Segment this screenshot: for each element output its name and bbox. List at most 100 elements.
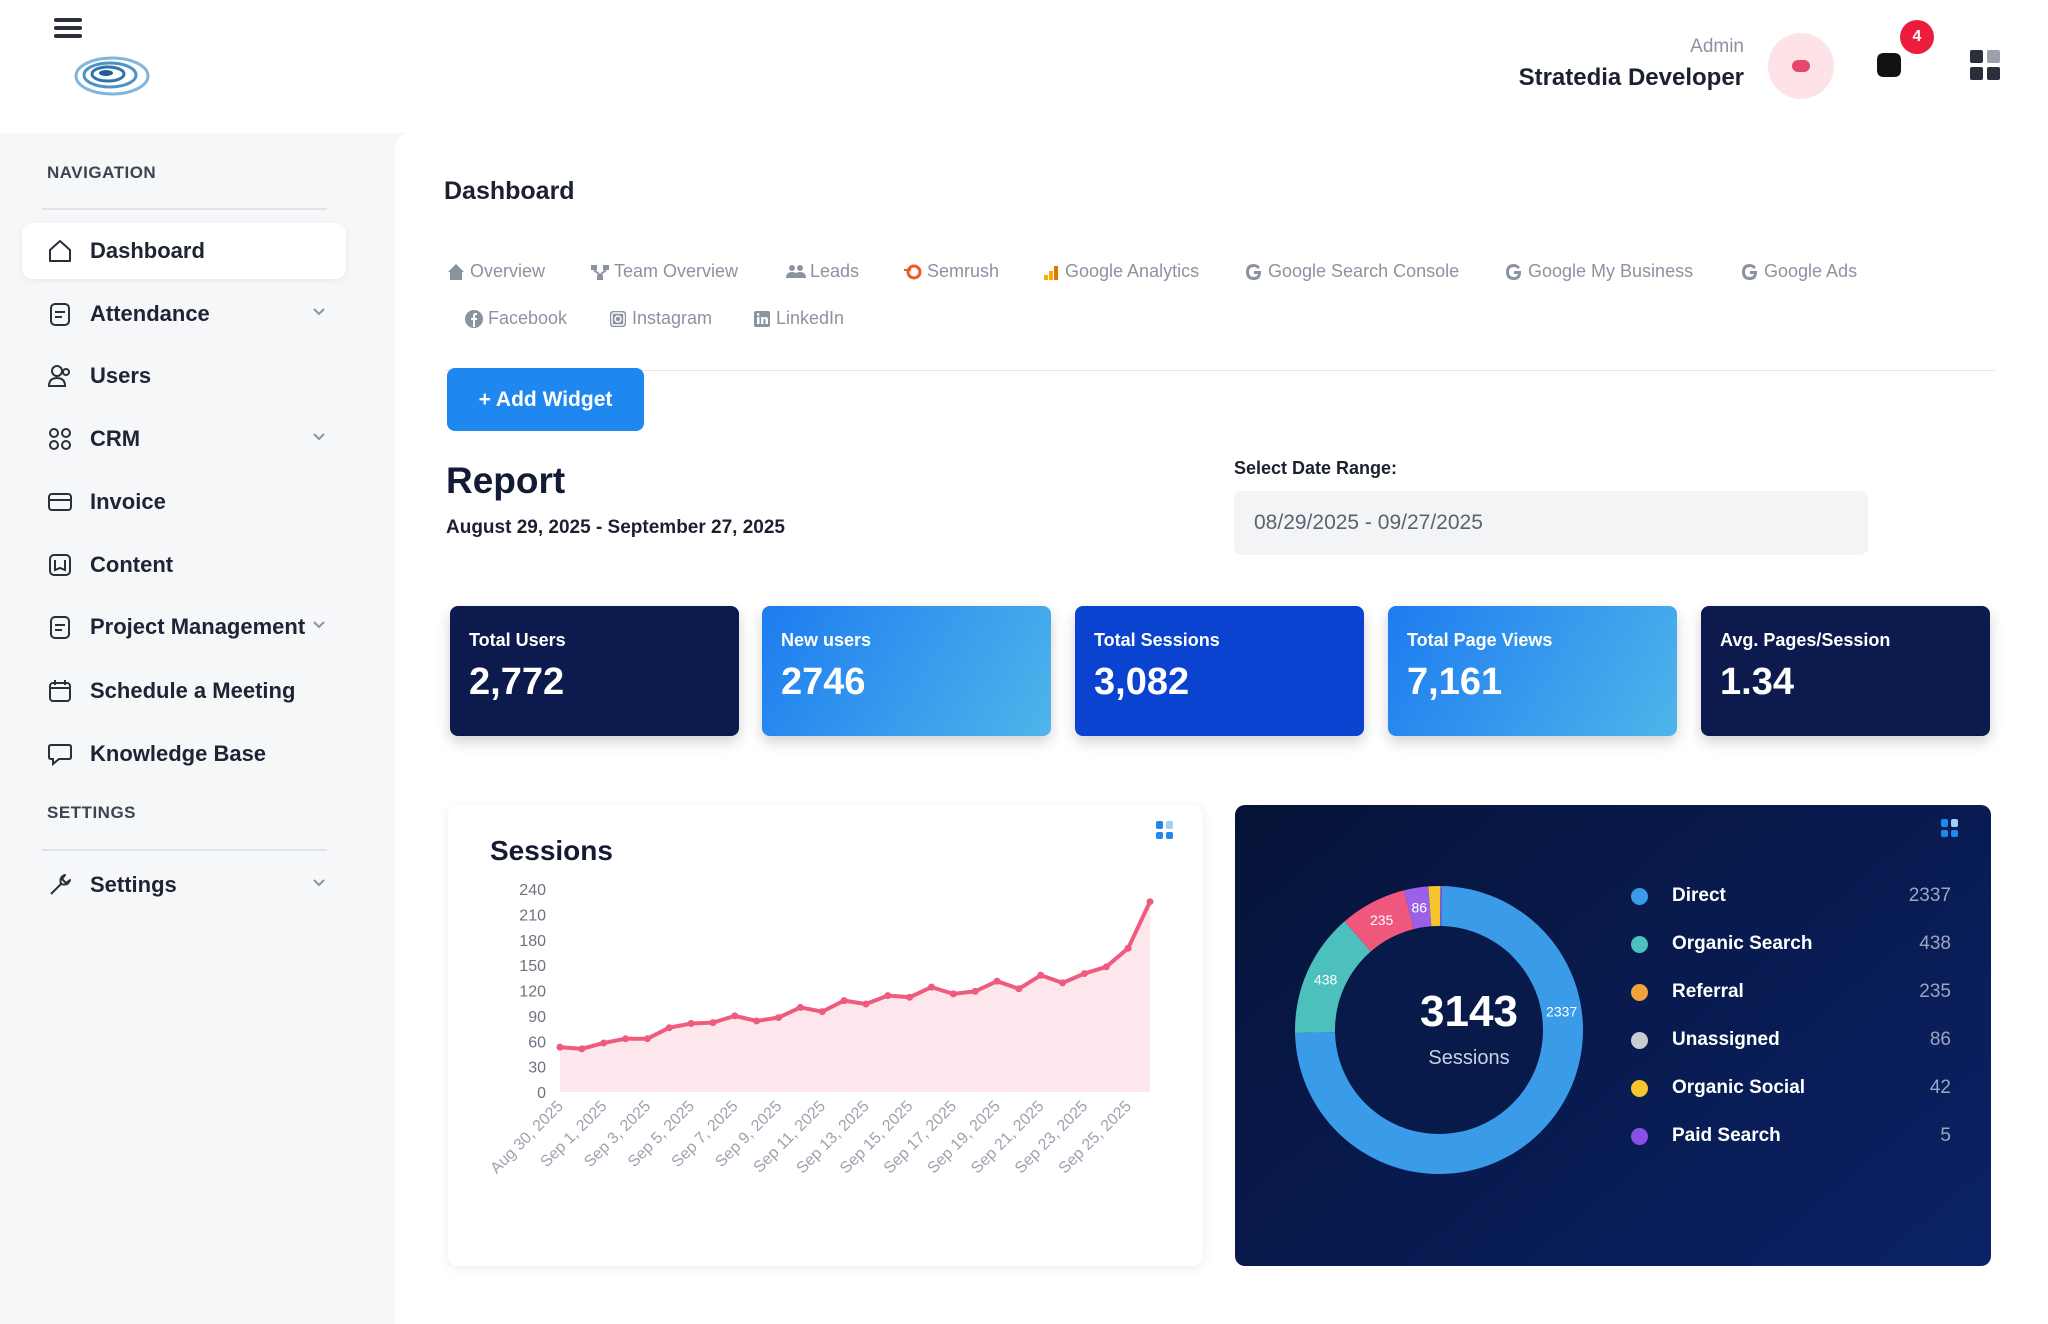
tab-facebook[interactable]: Facebook (464, 308, 567, 329)
sidebar-item-content[interactable]: Content (22, 537, 346, 593)
donut-slice-unassigned[interactable] (1403, 886, 1432, 930)
y-tick-label: 150 (519, 958, 546, 975)
y-tick-label: 120 (519, 984, 546, 1001)
legend-item[interactable]: Paid Search 5 (1631, 1121, 1951, 1151)
notification-badge: 4 (1900, 20, 1934, 54)
google-icon (1246, 263, 1261, 280)
y-tick-label: 30 (528, 1060, 546, 1077)
analytics-icon (1044, 265, 1058, 280)
sessions-point[interactable] (906, 993, 914, 1001)
legend-label: Organic Social (1672, 1077, 1806, 1098)
sessions-point[interactable] (971, 987, 979, 995)
stat-value: 3,082 (1094, 661, 1190, 703)
apps-grid-icon[interactable] (1970, 50, 2000, 80)
sidebar-item-label: Invoice (90, 489, 166, 514)
sessions-point[interactable] (775, 1014, 783, 1022)
add-widget-button[interactable]: + Add Widget (447, 368, 644, 431)
sessions-point[interactable] (643, 1035, 651, 1043)
sessions-point[interactable] (796, 1003, 804, 1011)
card-menu-icon[interactable] (1941, 819, 1959, 837)
stat-label: Avg. Pages/Session (1720, 630, 1891, 650)
legend-dot-icon (1631, 887, 1648, 905)
sessions-point[interactable] (949, 990, 957, 998)
tab-overview[interactable]: Overview (446, 261, 545, 282)
sessions-point[interactable] (1124, 944, 1132, 952)
stat-value: 2746 (781, 661, 866, 703)
sessions-point[interactable] (1059, 979, 1067, 987)
sidebar-item-dashboard[interactable]: Dashboard (22, 223, 346, 279)
sessions-point[interactable] (709, 1019, 717, 1027)
tab-team-overview[interactable]: Team Overview (590, 261, 738, 282)
sidebar-item-label: CRM (90, 426, 141, 451)
stat-label: Total Page Views (1407, 630, 1553, 650)
tab-leads[interactable]: Leads (786, 261, 859, 282)
tab-google-search-console[interactable]: Google Search Console (1244, 261, 1459, 282)
sessions-point[interactable] (578, 1045, 586, 1053)
sessions-point[interactable] (840, 997, 848, 1005)
sidebar-item-attendance[interactable]: Attendance (22, 286, 346, 342)
donut-slice-label: 438 (1314, 972, 1338, 988)
sessions-point[interactable] (731, 1012, 739, 1020)
sidebar-item-schedule-meeting[interactable]: Schedule a Meeting (22, 663, 346, 719)
sessions-point[interactable] (687, 1019, 695, 1027)
legend-item[interactable]: Unassigned 86 (1631, 1025, 1951, 1055)
sidebar-item-users[interactable]: Users (22, 348, 346, 404)
donut-slice-organic-search[interactable] (1295, 921, 1371, 1033)
sessions-point[interactable] (884, 992, 892, 1000)
sidebar: NAVIGATION Dashboard Attendance Users CR… (0, 133, 394, 1324)
instagram-icon (610, 310, 626, 327)
sessions-point[interactable] (862, 1000, 870, 1008)
sidebar-item-crm[interactable]: CRM (22, 411, 346, 467)
legend-item[interactable]: Organic Social 42 (1631, 1073, 1951, 1103)
sessions-point[interactable] (1102, 963, 1110, 971)
donut-slice-paid-search[interactable] (1440, 886, 1442, 927)
sidebar-item-label: Knowledge Base (90, 741, 267, 766)
top-header: Admin Stratedia Developer 4 (0, 0, 2048, 133)
card-menu-icon[interactable] (1156, 821, 1174, 839)
sidebar-item-invoice[interactable]: Invoice (22, 474, 346, 530)
tab-linkedin[interactable]: LinkedIn (752, 308, 844, 329)
sessions-point[interactable] (753, 1017, 761, 1025)
sessions-point[interactable] (1037, 971, 1045, 979)
notification-icon[interactable] (1874, 50, 1904, 80)
tab-semrush[interactable]: Semrush (903, 261, 999, 282)
sessions-point[interactable] (622, 1035, 630, 1043)
sessions-point[interactable] (927, 983, 935, 991)
legend-item[interactable]: Organic Search 438 (1631, 929, 1951, 959)
donut-slice-label: 2337 (1546, 1004, 1577, 1020)
sessions-point[interactable] (1146, 898, 1154, 906)
sessions-point[interactable] (665, 1024, 673, 1032)
sidebar-item-project-management[interactable]: Project Management (22, 599, 346, 655)
sessions-point[interactable] (1080, 970, 1088, 978)
stat-card-avg-pages-session: Avg. Pages/Session 1.34 (1701, 606, 1990, 736)
tab-google-my-business[interactable]: Google My Business (1504, 261, 1693, 282)
hamburger-menu-icon[interactable] (54, 18, 82, 42)
date-range-input[interactable] (1234, 491, 1868, 555)
sessions-point[interactable] (556, 1043, 564, 1051)
tab-google-ads[interactable]: Google Ads (1740, 261, 1857, 282)
google-icon (1506, 263, 1521, 280)
y-tick-label: 90 (528, 1009, 546, 1026)
sessions-point[interactable] (1015, 985, 1023, 993)
sessions-point[interactable] (993, 977, 1001, 985)
chevron-down-icon (313, 433, 325, 441)
main-content: Dashboard Overview Team Overview Leads S… (395, 133, 2048, 1324)
donut-slice-label: 86 (1411, 900, 1427, 916)
tab-instagram[interactable]: Instagram (608, 308, 712, 329)
sessions-point[interactable] (818, 1008, 826, 1016)
legend-item[interactable]: Direct 2337 (1631, 881, 1951, 911)
sidebar-item-knowledge-base[interactable]: Knowledge Base (22, 726, 346, 782)
sessions-point[interactable] (600, 1039, 608, 1047)
sidebar-item-label: Content (90, 552, 174, 577)
donut-slice-organic-social[interactable] (1428, 886, 1441, 927)
sidebar-item-settings[interactable]: Settings (22, 857, 346, 913)
legend-item[interactable]: Referral 235 (1631, 977, 1951, 1007)
y-tick-label: 240 (519, 882, 546, 899)
sessions-donut-card: 2337 438 235 86 3143 Sessions Direct 2337 Org… (1235, 805, 1991, 1266)
donut-slice-referral[interactable] (1344, 890, 1414, 952)
tab-google-analytics[interactable]: Google Analytics (1041, 261, 1199, 282)
date-range-label: Select Date Range: (1234, 458, 1398, 478)
avatar[interactable] (1768, 33, 1834, 99)
book-icon (46, 551, 74, 579)
